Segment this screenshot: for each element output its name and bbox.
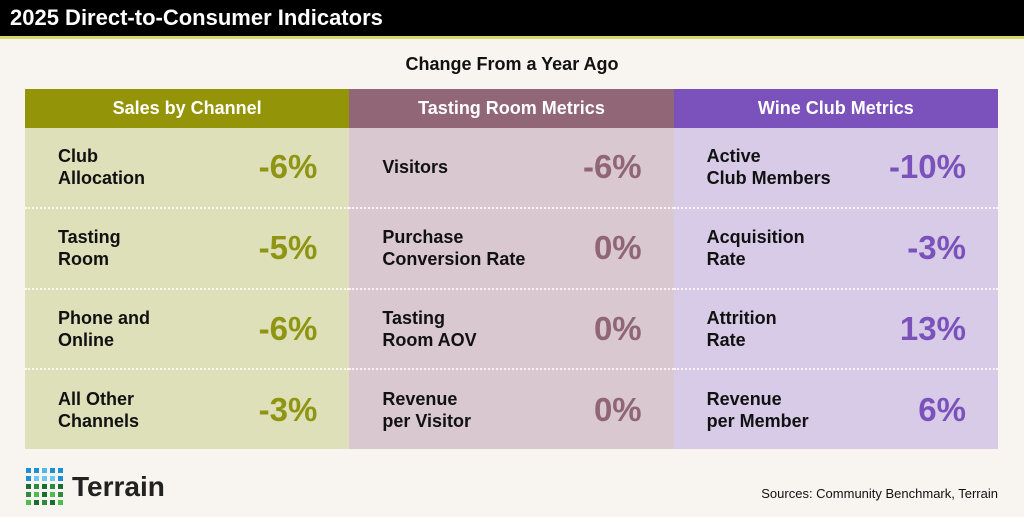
metric-label: Phone and Online — [58, 307, 151, 350]
logo-dot — [26, 476, 31, 481]
subtitle: Change From a Year Ago — [405, 54, 619, 74]
logo-dot — [50, 476, 55, 481]
logo-dot — [58, 484, 63, 489]
metric-value: -6% — [582, 148, 642, 186]
logo-dot — [26, 468, 31, 473]
metric-row: Club Allocation -6% — [25, 128, 350, 209]
metric-label: All Other Channels — [58, 388, 140, 431]
metric-row: Tasting Room -5% — [25, 209, 350, 290]
metric-label: Club Allocation — [58, 146, 146, 189]
metric-value: -3% — [258, 390, 318, 428]
logo-dot — [50, 484, 55, 489]
logo-dot — [34, 500, 39, 505]
metric-row: Tasting Room AOV 0% — [349, 290, 674, 371]
column-header: Tasting Room Metrics — [349, 89, 674, 128]
title-underline — [0, 36, 1024, 39]
metric-value: -10% — [888, 148, 966, 186]
metric-value: -6% — [258, 148, 318, 186]
logo-dot — [34, 484, 39, 489]
logo-dot — [58, 492, 63, 497]
logo-dot — [50, 468, 55, 473]
logo-text: Terrain — [72, 470, 165, 502]
metric-row: Active Club Members -10% — [673, 128, 998, 209]
metric-label: Tasting Room AOV — [382, 307, 477, 350]
sales-by-channel-column: Sales by Channel Club Allocation -6% Tastin… — [25, 89, 350, 449]
logo-dot — [58, 500, 63, 505]
metric-value: 0% — [593, 229, 642, 267]
logo-dot — [42, 468, 47, 473]
logo-dot — [50, 500, 55, 505]
metric-value: -5% — [258, 229, 318, 267]
metric-row: All Other Channels -3% — [25, 370, 349, 449]
wine-club-metrics-column: Wine Club Metrics Active Club Members -10%… — [673, 89, 998, 449]
logo-dot — [26, 500, 31, 505]
metric-row: Purchase Conversion Rate 0% — [349, 209, 674, 290]
logo-dot — [42, 484, 47, 489]
metric-value: 13% — [899, 309, 966, 347]
terrain-logo: Terrain — [26, 468, 165, 505]
logo-dot — [26, 484, 31, 489]
metric-row: Phone and Online -6% — [25, 290, 350, 371]
logo-dot — [34, 476, 39, 481]
metric-label: Tasting Room — [58, 227, 121, 270]
tasting-room-metrics-column: Tasting Room Metrics Visitors -6% Purchase … — [349, 89, 674, 449]
metric-value: 0% — [593, 309, 642, 347]
indicators-table: Sales by Channel Club Allocation -6% Tastin… — [25, 89, 998, 449]
logo-dot — [42, 492, 47, 497]
logo-dot — [42, 476, 47, 481]
logo-dot — [50, 492, 55, 497]
column-header: Wine Club Metrics — [673, 89, 998, 128]
page-title: 2025 Direct-to-Consumer Indicators — [0, 0, 1024, 36]
metric-label: Visitors — [382, 157, 449, 178]
metric-label: Active Club Members — [706, 146, 831, 189]
metric-label: Attrition Rate — [706, 307, 777, 350]
metric-row: Visitors -6% — [349, 128, 674, 209]
metric-label: Purchase Conversion Rate — [382, 227, 526, 270]
metric-value: 0% — [593, 390, 642, 428]
metric-value: -6% — [258, 309, 318, 347]
metric-row: Acquisition Rate -3% — [673, 209, 998, 290]
metric-value: -3% — [907, 229, 966, 267]
metric-row: Revenue per Member 6% — [674, 370, 998, 449]
dot-grid-logo-icon — [26, 468, 63, 505]
logo-dot — [42, 500, 47, 505]
sources-note: Sources: Community Benchmark, Terrain — [761, 486, 998, 501]
logo-dot — [34, 468, 39, 473]
metric-label: Revenue per Visitor — [382, 388, 472, 431]
column-header: Sales by Channel — [25, 89, 350, 128]
metric-row: Attrition Rate 13% — [673, 290, 998, 371]
logo-dot — [26, 492, 31, 497]
metric-value: 6% — [918, 390, 966, 428]
metric-row: Revenue per Visitor 0% — [349, 370, 673, 449]
logo-dot — [58, 476, 63, 481]
logo-dot — [34, 492, 39, 497]
metric-label: Acquisition Rate — [706, 227, 805, 270]
logo-dot — [58, 468, 63, 473]
metric-label: Revenue per Member — [706, 388, 809, 431]
